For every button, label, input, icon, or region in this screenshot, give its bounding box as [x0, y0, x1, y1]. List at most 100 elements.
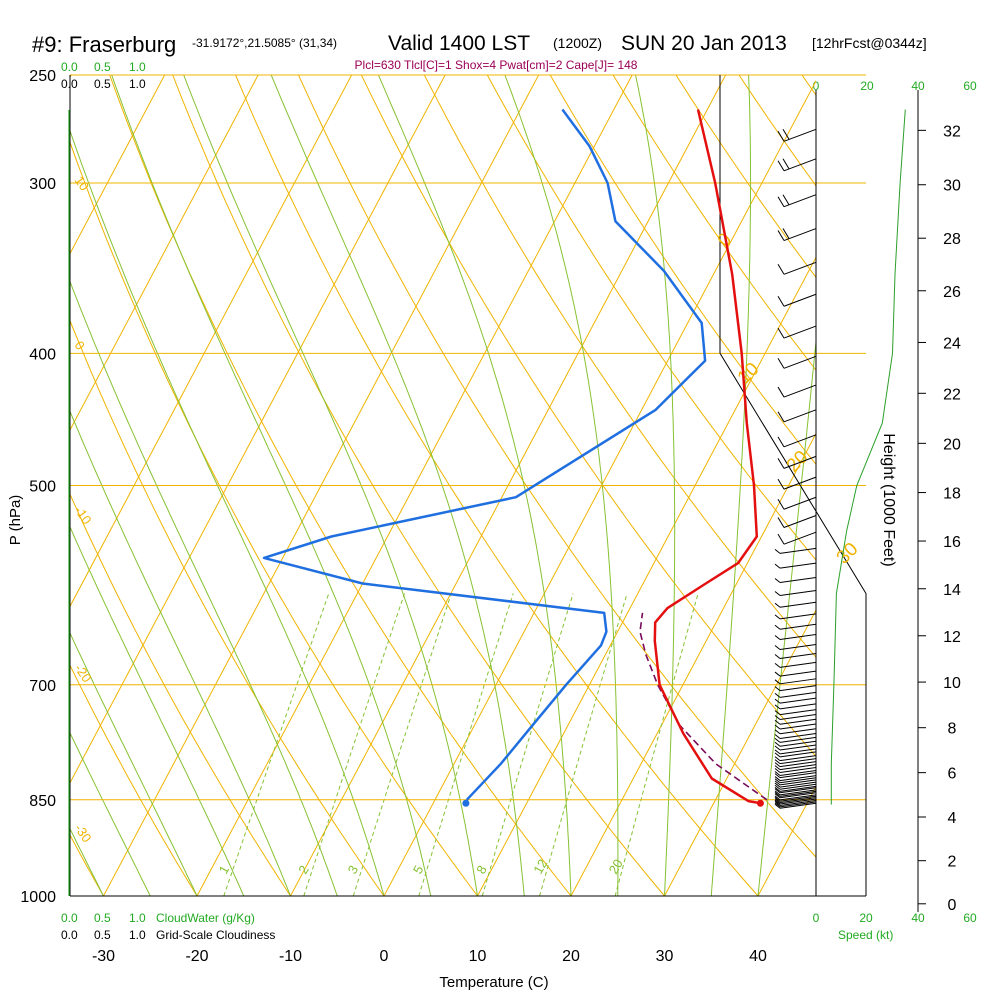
wind-barb-feather [774, 741, 781, 747]
wind-barb-shaft [779, 736, 817, 743]
wind-barb-feather [782, 129, 790, 140]
wind-barb [774, 691, 817, 698]
wind-barb-shaft [779, 697, 817, 704]
wind-barb [774, 709, 817, 716]
wind-barb [774, 761, 817, 768]
wind-barb-feather [774, 788, 781, 794]
wind-barb [774, 547, 817, 554]
wind-barb-feather [777, 533, 785, 545]
wind-barb [774, 703, 817, 710]
wind-barb [774, 670, 817, 677]
wind-barb [774, 801, 817, 808]
wind-barb-shaft [779, 794, 817, 801]
cloudwater-tick-top: 0.5 [94, 60, 111, 74]
wind-barb [774, 772, 817, 779]
wind-barb-feather [774, 803, 781, 809]
valid-date: SUN 20 Jan 2013 [621, 32, 787, 55]
wind-barb-shaft [779, 787, 817, 794]
wind-barb [774, 723, 817, 730]
wind-barb-shaft [779, 744, 817, 751]
mixing-ratio-line [539, 593, 628, 896]
wind-barb [774, 576, 817, 583]
wind-barbs [774, 128, 817, 809]
wind-barb-shaft [779, 670, 817, 677]
wind-barb-feather [774, 796, 781, 802]
dry-adiabat-line [70, 664, 198, 896]
height-tick-label: 14 [943, 582, 961, 599]
wind-barb-feather [774, 729, 781, 735]
wind-barb-feather [774, 771, 781, 776]
dry-adiabat-line [486, 75, 816, 561]
wind-barb-feather [777, 436, 785, 448]
wind-barb-feather [774, 752, 781, 758]
wind-barb [774, 769, 817, 776]
wind-barb [774, 590, 817, 597]
wind-speed-tick-top: 40 [911, 79, 925, 93]
wind-barb [774, 644, 817, 651]
surface-temperature-point [756, 799, 764, 807]
moist-adiabat-line [270, 75, 525, 896]
wind-barb-feather [774, 780, 781, 786]
wind-barb-feather [777, 295, 785, 307]
wind-barb-shaft [779, 772, 817, 779]
pressure-tick-label: 700 [29, 678, 56, 695]
dry-adiabat-line [70, 319, 385, 896]
wind-barb [777, 261, 817, 275]
wind-barb [774, 758, 817, 765]
height-tick-label: 26 [943, 284, 961, 301]
wind-barb-shaft [779, 740, 817, 747]
wind-barb-feather [777, 327, 785, 339]
wind-barb-shaft [779, 799, 817, 806]
dry-adiabat-line [172, 75, 665, 896]
wind-barb-shaft [779, 789, 817, 796]
wind-barb [774, 736, 817, 743]
wind-barb-shaft [779, 678, 817, 685]
moist-adiabat-line [635, 75, 676, 896]
height-tick-label: 8 [948, 721, 957, 738]
wind-barb-shaft [779, 767, 817, 774]
wind-barb-feather [774, 578, 781, 583]
wind-barb-feather [777, 411, 785, 423]
cloudwater-tick-top: 1.0 [129, 60, 146, 74]
wind-speed-tick-top: 0 [813, 79, 820, 93]
wind-barb-shaft [779, 562, 817, 569]
wind-barb-feather [774, 776, 781, 781]
wind-barb-shaft [779, 751, 817, 758]
wind-barb-shaft [779, 802, 817, 809]
wind-barb-feather [774, 724, 781, 730]
wind-barb-shaft [779, 785, 817, 792]
height-tick-label: 24 [943, 335, 961, 352]
wind-barb [774, 764, 817, 771]
wind-barb [774, 785, 817, 792]
wind-barb-feather [774, 768, 781, 773]
wind-barb [774, 623, 817, 630]
wind-barb-shaft [783, 409, 817, 423]
wind-barb-shaft [779, 748, 817, 755]
wind-barb-shaft [779, 728, 817, 735]
wind-barb [774, 751, 817, 758]
mixing-ratio-line [223, 593, 330, 896]
wind-barb-feather [774, 715, 781, 720]
wind-barb [774, 678, 817, 685]
sounding-series [262, 108, 768, 807]
wind-barb [774, 661, 817, 668]
wind-barb-shaft [779, 576, 817, 583]
surface-dewpoint-point [462, 799, 470, 807]
wind-barb-shaft [779, 769, 817, 776]
plot-frame-diagonal [719, 353, 867, 896]
wind-barb-feather [774, 791, 781, 797]
wind-speed-tick-top: 60 [963, 79, 977, 93]
wind-barb-feather [774, 710, 781, 716]
wind-barb-shaft [783, 515, 817, 528]
moist-adiabat-line [710, 75, 752, 896]
wind-barb-feather [782, 228, 790, 239]
wind-barb-feather [774, 602, 781, 608]
dry-adiabat-line [549, 75, 816, 466]
wind-barb-feather [774, 778, 781, 784]
cloudwater-tick-bottom: 0.5 [94, 911, 111, 925]
height-tick-label: 30 [943, 178, 961, 195]
height-tick-label: 4 [948, 810, 957, 827]
wind-speed-scale: 0 20 40 60 0 20 40 60 Speed (kt) [813, 79, 977, 942]
wind-barb-shaft [783, 496, 817, 510]
wind-barb-shaft [779, 703, 817, 710]
